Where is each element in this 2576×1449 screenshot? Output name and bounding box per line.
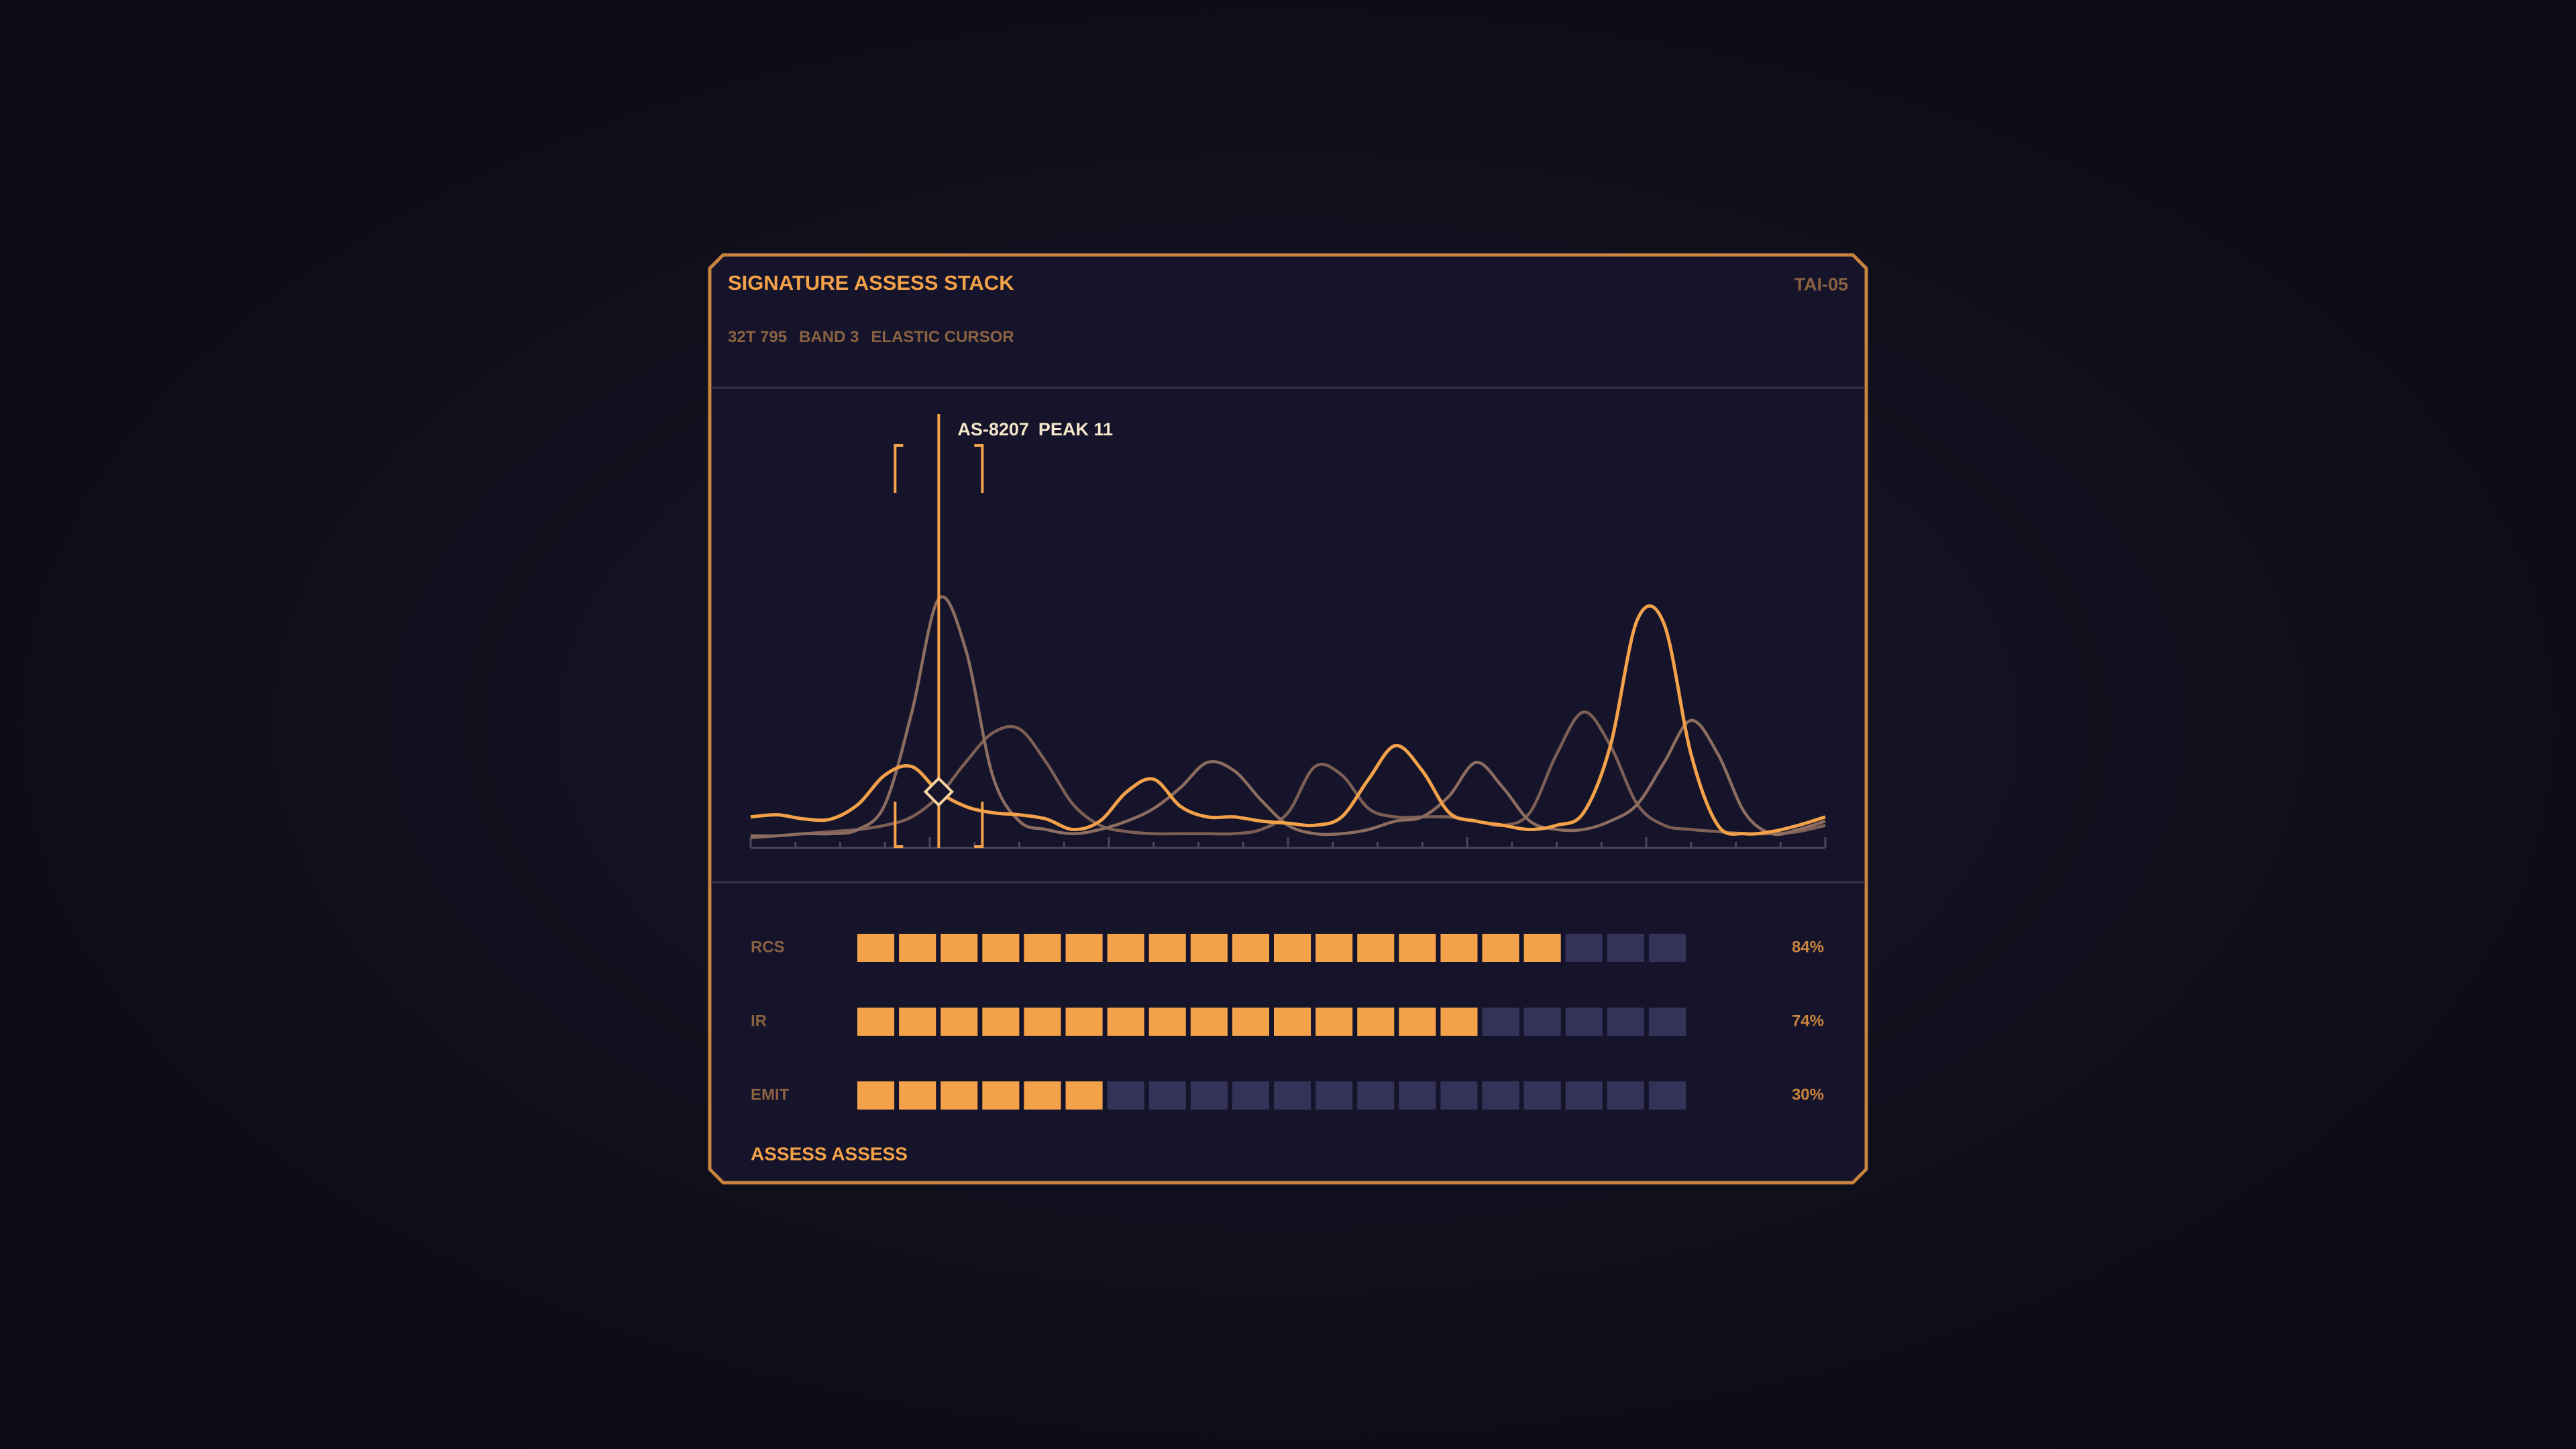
cursor-target: AS-8207 bbox=[957, 419, 1029, 439]
panel bbox=[708, 253, 1868, 1185]
meter-segment-filled bbox=[1440, 1008, 1478, 1036]
meter-value: 74% bbox=[1792, 1012, 1824, 1030]
meter-segment-empty bbox=[1648, 934, 1686, 962]
meter-segment-filled bbox=[941, 1008, 978, 1036]
meter-segment-filled bbox=[857, 1081, 895, 1110]
meter-segment-empty bbox=[1523, 1008, 1561, 1036]
meter-value: 30% bbox=[1792, 1085, 1824, 1104]
meter-segment-filled bbox=[1399, 1008, 1436, 1036]
subtitle-part: 32T 795 bbox=[728, 328, 787, 346]
meter-segment-filled bbox=[899, 1081, 936, 1110]
meter-segment-filled bbox=[1024, 934, 1061, 962]
meter-segment-filled bbox=[1316, 934, 1353, 962]
meter-segment-filled bbox=[1190, 934, 1228, 962]
meter-segment-filled bbox=[1482, 934, 1519, 962]
meter-segment-filled bbox=[899, 934, 936, 962]
meter-segment-empty bbox=[1607, 1008, 1644, 1036]
meter-segment-empty bbox=[1565, 934, 1603, 962]
signal-curve bbox=[750, 595, 1826, 838]
meter-segment-filled bbox=[982, 1081, 1020, 1110]
subtitle-part: BAND 3 bbox=[799, 328, 859, 346]
meters: RCS 84% IR 74% EMIT 30% bbox=[751, 934, 1824, 1110]
meter-segment-filled bbox=[857, 934, 895, 962]
meter-segment-empty bbox=[1190, 1081, 1228, 1110]
cursor-marker bbox=[923, 776, 954, 807]
meter-segment-filled bbox=[1357, 934, 1395, 962]
panel-title: SIGNATURE ASSESS STACK bbox=[728, 271, 1014, 294]
meter-value: 84% bbox=[1792, 938, 1824, 956]
meter-segment-filled bbox=[1274, 934, 1311, 962]
cursor-label: AS-8207 PEAK 11 bbox=[957, 419, 1113, 439]
meter-segment-empty bbox=[1482, 1008, 1519, 1036]
meter-segment-filled bbox=[1190, 1008, 1228, 1036]
meter-segment-filled bbox=[982, 934, 1020, 962]
meter-segment-filled bbox=[1148, 1008, 1186, 1036]
meter-segment-filled bbox=[1024, 1008, 1061, 1036]
meter-segment-filled bbox=[857, 1008, 895, 1036]
cursor-bracket bbox=[974, 802, 984, 848]
meter-segment-empty bbox=[1607, 1081, 1644, 1110]
meter-segment-empty bbox=[1148, 1081, 1186, 1110]
meter-segment-filled bbox=[1065, 934, 1103, 962]
cursor-peak: PEAK 11 bbox=[1038, 419, 1113, 439]
meter-segment-empty bbox=[1357, 1081, 1395, 1110]
meter-segment-filled bbox=[1148, 934, 1186, 962]
meter-segment-filled bbox=[941, 1081, 978, 1110]
meter-segment-empty bbox=[1648, 1081, 1686, 1110]
meter-segment-filled bbox=[1523, 934, 1561, 962]
meter-label: RCS bbox=[751, 938, 785, 956]
meter-segment-empty bbox=[1399, 1081, 1436, 1110]
meter-segment-filled bbox=[982, 1008, 1020, 1036]
meter-label: EMIT bbox=[751, 1085, 790, 1104]
footer-label: ASSESS ASSESS bbox=[751, 1143, 908, 1164]
meter-segment-filled bbox=[1399, 934, 1436, 962]
meter-segment-filled bbox=[941, 934, 978, 962]
meter-segment-empty bbox=[1648, 1008, 1686, 1036]
meter-segment-empty bbox=[1232, 1081, 1269, 1110]
panel-code: TAI-05 bbox=[1794, 274, 1848, 294]
subtitle-part: ELASTIC CURSOR bbox=[871, 328, 1014, 346]
cursor-bracket bbox=[894, 802, 904, 848]
meter-segment-filled bbox=[1107, 934, 1144, 962]
meter-segment-filled bbox=[1065, 1008, 1103, 1036]
meter-segment-empty bbox=[1565, 1008, 1603, 1036]
meter-segment-empty bbox=[1274, 1081, 1311, 1110]
meter-segment-filled bbox=[1316, 1008, 1353, 1036]
meter-segment-empty bbox=[1482, 1081, 1519, 1110]
meter-segment-filled bbox=[1440, 934, 1478, 962]
meter-label: IR bbox=[751, 1012, 767, 1030]
meter-segment-empty bbox=[1107, 1081, 1144, 1110]
meter-segment-filled bbox=[1065, 1081, 1103, 1110]
meter-segment-empty bbox=[1440, 1081, 1478, 1110]
cursor-bracket bbox=[894, 444, 904, 493]
meter-segment-filled bbox=[1024, 1081, 1061, 1110]
subtitle: 32T 795 BAND 3 ELASTIC CURSOR bbox=[728, 328, 1014, 346]
meter-segment-empty bbox=[1565, 1081, 1603, 1110]
meter-segment-empty bbox=[1523, 1081, 1561, 1110]
meter-segment-filled bbox=[1357, 1008, 1395, 1036]
meter-segment-empty bbox=[1607, 934, 1644, 962]
meter-segment-filled bbox=[1232, 1008, 1269, 1036]
cursor-bracket bbox=[974, 444, 984, 493]
meter-segment-empty bbox=[1316, 1081, 1353, 1110]
meter-segment-filled bbox=[1274, 1008, 1311, 1036]
meter-segment-filled bbox=[1107, 1008, 1144, 1036]
meter-segment-filled bbox=[899, 1008, 936, 1036]
plot: AS-8207 PEAK 11 bbox=[749, 414, 1827, 849]
meter-segment-filled bbox=[1232, 934, 1269, 962]
